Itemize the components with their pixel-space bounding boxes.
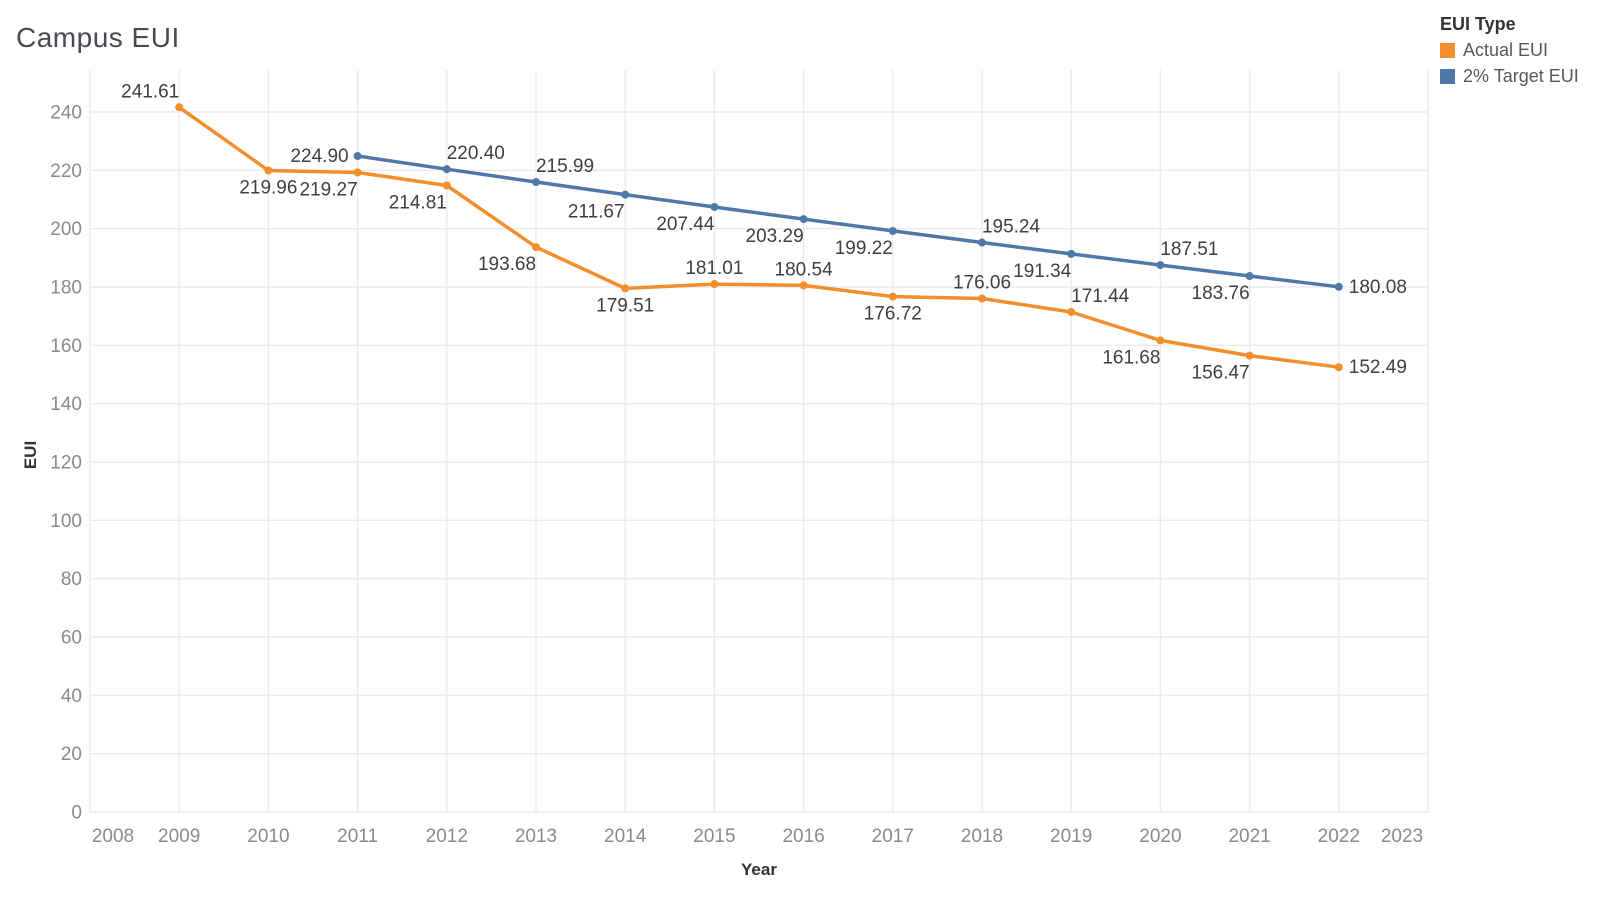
y-tick-label: 60 bbox=[61, 628, 82, 649]
series-line[interactable] bbox=[355, 154, 1341, 289]
legend-item[interactable]: 2% Target EUI bbox=[1440, 66, 1598, 87]
legend-title: EUI Type bbox=[1440, 14, 1516, 34]
data-label: 180.54 bbox=[775, 259, 834, 280]
data-label: 203.29 bbox=[746, 226, 804, 247]
data-point[interactable] bbox=[353, 168, 362, 177]
data-point[interactable] bbox=[710, 202, 719, 211]
y-tick-label: 140 bbox=[50, 394, 82, 415]
data-label: 161.68 bbox=[1102, 347, 1160, 368]
data-point[interactable] bbox=[710, 280, 719, 289]
x-tick-label: 2015 bbox=[693, 826, 735, 847]
x-tick-label: 2009 bbox=[158, 826, 200, 847]
x-tick-label: 2013 bbox=[515, 826, 557, 847]
y-tick-label: 240 bbox=[50, 103, 82, 124]
data-point[interactable] bbox=[1334, 282, 1343, 291]
data-label: 219.96 bbox=[239, 177, 297, 198]
y-tick-label: 120 bbox=[50, 453, 82, 474]
data-label: 199.22 bbox=[835, 238, 893, 259]
data-label: 156.47 bbox=[1192, 363, 1250, 384]
data-point[interactable] bbox=[621, 284, 630, 293]
data-label: 207.44 bbox=[656, 214, 715, 235]
y-tick-label: 160 bbox=[50, 336, 82, 357]
x-axis-title: Year bbox=[741, 860, 777, 879]
x-tick-label: 2014 bbox=[604, 826, 647, 847]
data-point[interactable] bbox=[1067, 307, 1076, 316]
data-point[interactable] bbox=[442, 181, 451, 190]
y-tick-label: 20 bbox=[61, 744, 82, 765]
data-label: 152.49 bbox=[1349, 357, 1407, 378]
data-point[interactable] bbox=[799, 215, 808, 224]
data-point[interactable] bbox=[888, 226, 897, 235]
data-label: 241.61 bbox=[121, 81, 179, 102]
y-tick-label: 200 bbox=[50, 219, 82, 240]
data-label: 176.72 bbox=[864, 304, 922, 325]
legend: EUI Type Actual EUI 2% Target EUI bbox=[1440, 14, 1598, 92]
legend-swatch-icon bbox=[1440, 43, 1455, 58]
data-label: 211.67 bbox=[568, 202, 625, 223]
y-tick-label: 40 bbox=[61, 686, 82, 707]
data-label: 195.24 bbox=[982, 217, 1041, 238]
data-label: 180.08 bbox=[1349, 277, 1407, 298]
data-label: 176.06 bbox=[953, 272, 1011, 293]
x-tick-label: 2011 bbox=[337, 826, 378, 847]
data-label: 215.99 bbox=[536, 156, 594, 177]
legend-item-label: 2% Target EUI bbox=[1463, 66, 1579, 86]
data-point[interactable] bbox=[532, 178, 540, 187]
x-tick-label: 2018 bbox=[961, 826, 1003, 847]
legend-item-label: Actual EUI bbox=[1463, 40, 1549, 60]
data-point[interactable] bbox=[1067, 249, 1076, 258]
series-line[interactable] bbox=[177, 105, 1341, 369]
data-point[interactable] bbox=[532, 243, 540, 252]
x-tick-label: 2008 bbox=[92, 826, 134, 847]
legend-swatch-icon bbox=[1440, 69, 1455, 84]
data-point[interactable] bbox=[888, 292, 897, 301]
y-tick-label: 100 bbox=[50, 511, 82, 532]
data-point[interactable] bbox=[978, 238, 986, 247]
data-point[interactable] bbox=[1156, 336, 1165, 345]
data-point[interactable] bbox=[621, 190, 630, 199]
data-point[interactable] bbox=[353, 152, 362, 161]
y-tick-label: 220 bbox=[50, 161, 82, 182]
data-point[interactable] bbox=[175, 103, 184, 112]
x-tick-label: 2012 bbox=[426, 826, 468, 847]
y-tick-label: 80 bbox=[61, 569, 82, 590]
x-tick-label: 2010 bbox=[247, 826, 289, 847]
data-label: 181.01 bbox=[685, 258, 743, 279]
x-tick-label: 2021 bbox=[1228, 826, 1270, 847]
y-tick-label: 180 bbox=[50, 278, 82, 299]
data-point[interactable] bbox=[1334, 363, 1343, 372]
data-label: 171.44 bbox=[1071, 286, 1130, 307]
y-tick-label: 0 bbox=[71, 803, 82, 824]
x-tick-label: 2016 bbox=[782, 826, 824, 847]
data-label: 219.27 bbox=[300, 179, 358, 200]
legend-items: Actual EUI 2% Target EUI bbox=[1440, 40, 1598, 87]
data-point[interactable] bbox=[264, 166, 273, 175]
data-point[interactable] bbox=[799, 281, 808, 290]
data-point[interactable] bbox=[442, 165, 451, 174]
x-tick-label: 2020 bbox=[1139, 826, 1181, 847]
data-label: 191.34 bbox=[1013, 261, 1072, 282]
data-label: 224.90 bbox=[290, 146, 348, 167]
data-label: 183.76 bbox=[1192, 283, 1250, 304]
data-point[interactable] bbox=[978, 294, 986, 303]
x-tick-label: 2023 bbox=[1381, 826, 1423, 847]
data-label: 187.51 bbox=[1160, 239, 1218, 260]
data-label: 193.68 bbox=[478, 254, 536, 275]
x-tick-label: 2022 bbox=[1318, 826, 1360, 847]
x-tick-label: 2017 bbox=[872, 826, 914, 847]
x-tick-label: 2019 bbox=[1050, 826, 1092, 847]
legend-item[interactable]: Actual EUI bbox=[1440, 40, 1598, 61]
data-point[interactable] bbox=[1245, 351, 1254, 360]
data-label: 179.51 bbox=[596, 295, 654, 316]
data-point[interactable] bbox=[1245, 272, 1254, 281]
data-label: 214.81 bbox=[389, 192, 447, 213]
chart-title: Campus EUI bbox=[16, 22, 180, 53]
data-label: 220.40 bbox=[447, 143, 505, 164]
data-point[interactable] bbox=[1156, 261, 1165, 270]
y-axis-title: EUI bbox=[21, 440, 40, 470]
